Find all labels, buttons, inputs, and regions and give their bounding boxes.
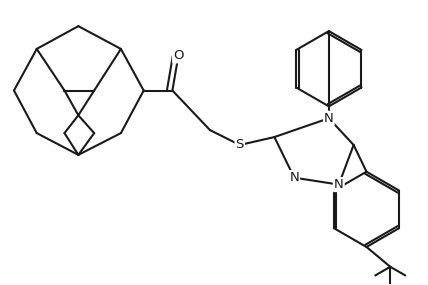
Text: S: S: [235, 139, 244, 151]
Text: O: O: [173, 49, 184, 62]
Text: N: N: [324, 112, 334, 125]
Text: N: N: [334, 178, 344, 191]
Text: N: N: [289, 171, 299, 184]
